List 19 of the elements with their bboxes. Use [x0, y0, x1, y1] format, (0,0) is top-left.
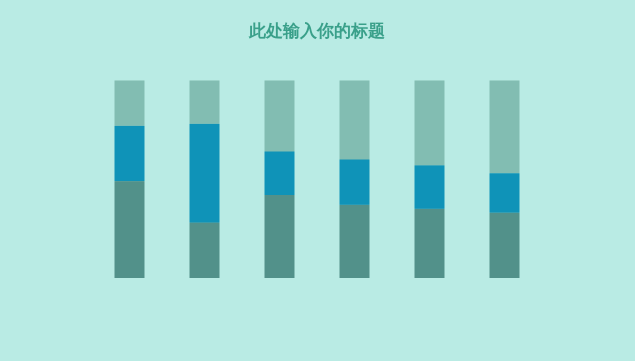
bar [414, 80, 444, 166]
bar [190, 124, 220, 223]
bar [114, 126, 144, 182]
bar [114, 80, 144, 126]
bar [414, 208, 444, 278]
bar [414, 165, 444, 209]
bar [264, 152, 294, 196]
bar [340, 204, 370, 278]
bar [190, 80, 220, 124]
bar [264, 195, 294, 278]
bar [114, 181, 144, 278]
bar [490, 80, 520, 174]
bar [490, 173, 520, 213]
bar [490, 212, 520, 278]
bar [190, 222, 220, 278]
bar [340, 159, 370, 205]
bar [340, 80, 370, 160]
bar [264, 80, 294, 152]
chart-title: 此处输入你的标题 [248, 22, 385, 42]
